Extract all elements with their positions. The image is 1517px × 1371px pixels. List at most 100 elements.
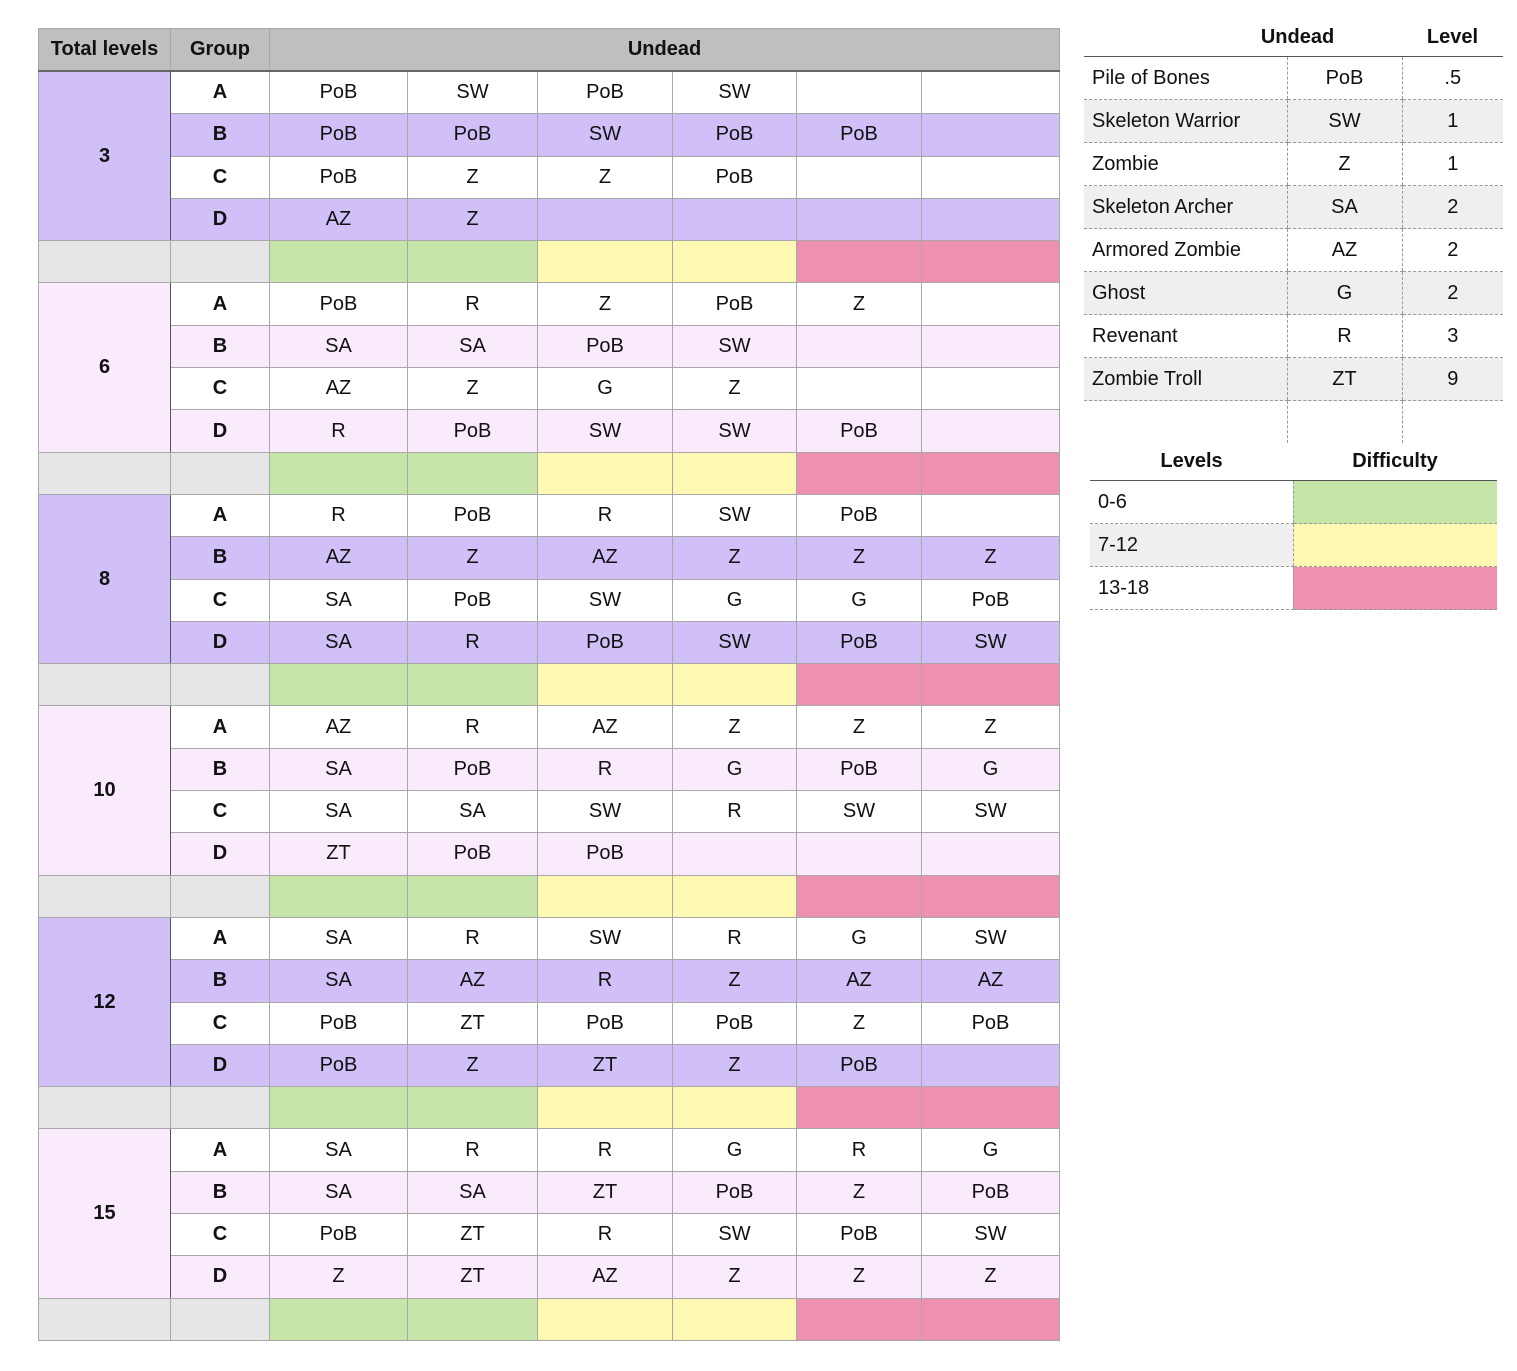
difficulty-swatch [672, 663, 797, 707]
undead-cell: SA [269, 1170, 408, 1215]
undead-name: Zombie Troll [1084, 357, 1287, 401]
table-row: C PoB ZT R SW PoB SW [38, 1213, 1060, 1257]
group-cell: A [170, 916, 270, 961]
undead-cell: SA [269, 620, 408, 665]
difficulty-swatch [672, 240, 797, 284]
table-row: 12 A SA R SW R G SW [38, 916, 1060, 1088]
undead-cell: Z [921, 1255, 1060, 1299]
ref-header-level: Level [1402, 18, 1503, 57]
header-row: Total levels Group Undead [38, 28, 1060, 72]
reference-row: Skeleton Archer SA 2 [1084, 185, 1503, 229]
group-cell: C [170, 790, 270, 834]
undead-cell: SW [672, 493, 797, 538]
group-cell: B [170, 324, 270, 369]
difficulty-swatch [796, 1086, 922, 1130]
difficulty-spacer [38, 1086, 171, 1130]
legend-header-levels: Levels [1090, 442, 1293, 481]
group-cell: C [170, 1213, 270, 1257]
undead-cell [921, 324, 1060, 369]
difficulty-swatch [796, 240, 922, 284]
undead-cell: Z [407, 197, 538, 242]
undead-cell: PoB [796, 113, 922, 157]
undead-cell: G [672, 747, 797, 792]
undead-cell: PoB [796, 747, 922, 792]
undead-cell: SW [672, 70, 797, 115]
table-row: 3 A PoB SW PoB SW [38, 70, 1060, 242]
undead-cell: AZ [796, 959, 922, 1003]
undead-cell: PoB [921, 1001, 1060, 1045]
undead-abbr: AZ [1286, 228, 1402, 272]
legend-levels: 13-18 [1090, 566, 1293, 610]
undead-level: 1 [1401, 99, 1503, 143]
total-levels-cell: 12 [38, 916, 171, 1088]
difficulty-swatch [672, 874, 797, 918]
table-row: B SA SA PoB SW [38, 324, 1060, 369]
undead-cell: R [537, 959, 673, 1003]
undead-abbr: SA [1286, 185, 1402, 229]
undead-level: 1 [1401, 142, 1503, 186]
undead-cell: ZT [407, 1213, 538, 1257]
reference-spacer-row [1084, 400, 1503, 443]
undead-cell: Z [796, 705, 922, 749]
undead-cell [796, 367, 922, 411]
difficulty-swatch [796, 874, 922, 918]
table-row: C PoB Z Z PoB [38, 155, 1060, 199]
undead-cell: SA [407, 790, 538, 834]
table-row: D PoB Z ZT Z PoB [38, 1043, 1060, 1088]
undead-name: Ghost [1084, 271, 1287, 315]
group-cell: A [170, 705, 270, 749]
undead-level: 2 [1401, 271, 1503, 315]
table-row: 15 A SA R R G R G [38, 1128, 1060, 1299]
undead-cell: PoB [537, 70, 673, 115]
difficulty-row [38, 874, 1060, 918]
undead-cell: R [269, 493, 408, 538]
group-cell: B [170, 747, 270, 792]
difficulty-spacer [38, 1297, 171, 1341]
undead-cell: PoB [537, 620, 673, 665]
undead-cell: G [672, 578, 797, 622]
encounter-table: Total levels Group Undead 3 A PoB SW PoB SW B P… [38, 28, 1060, 1341]
difficulty-spacer [38, 663, 171, 707]
header-total-levels: Total levels [38, 28, 171, 72]
undead-cell: R [672, 916, 797, 961]
group-cell: D [170, 832, 270, 876]
undead-cell: PoB [407, 113, 538, 157]
reference-row: Zombie Z 1 [1084, 142, 1503, 186]
group-cell: C [170, 155, 270, 199]
difficulty-swatch [407, 1297, 538, 1341]
undead-cell: PoB [796, 409, 922, 453]
difficulty-swatch [796, 663, 922, 707]
undead-abbr: PoB [1286, 56, 1402, 100]
undead-cell: SW [537, 409, 673, 453]
undead-cell: SW [537, 916, 673, 961]
undead-cell: G [921, 747, 1060, 792]
undead-cell: Z [672, 1043, 797, 1088]
undead-cell: Z [672, 1255, 797, 1299]
difficulty-swatch [269, 1086, 408, 1130]
reference-row: Pile of Bones PoB .5 [1084, 56, 1503, 100]
undead-cell [921, 1043, 1060, 1088]
total-levels-cell: 6 [38, 282, 171, 453]
group-cell: C [170, 367, 270, 411]
undead-cell: SW [796, 790, 922, 834]
undead-cell [796, 324, 922, 369]
undead-cell: PoB [537, 324, 673, 369]
undead-cell: SA [407, 324, 538, 369]
undead-cell: R [407, 620, 538, 665]
undead-name: Armored Zombie [1084, 228, 1287, 272]
undead-cell: SA [269, 959, 408, 1003]
undead-cell: PoB [269, 1001, 408, 1045]
difficulty-spacer [170, 240, 270, 284]
undead-cell: SW [672, 409, 797, 453]
difficulty-row [38, 451, 1060, 495]
undead-cell: Z [796, 282, 922, 326]
undead-cell: PoB [672, 1001, 797, 1045]
undead-cell: SA [269, 1128, 408, 1172]
difficulty-swatch [921, 451, 1060, 495]
undead-cell [921, 367, 1060, 411]
difficulty-swatch [407, 663, 538, 707]
undead-cell: PoB [796, 493, 922, 538]
undead-cell: Z [672, 959, 797, 1003]
undead-cell [921, 409, 1060, 453]
undead-cell: AZ [537, 1255, 673, 1299]
